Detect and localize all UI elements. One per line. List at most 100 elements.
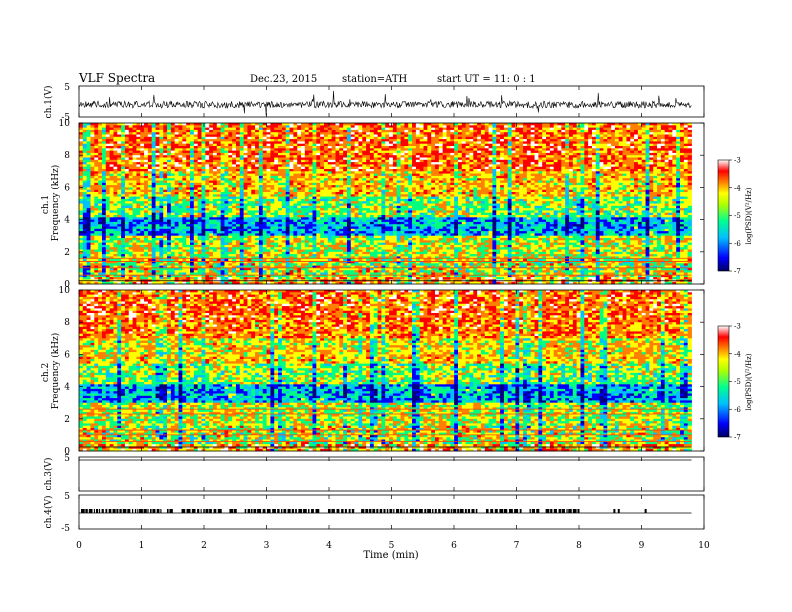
spectrogram-cell: [133, 270, 137, 273]
spectrogram-cell: [156, 169, 160, 172]
spectrogram-cell: [98, 174, 102, 177]
spectrogram-cell: [171, 227, 175, 230]
spectrogram-cell: [125, 139, 129, 142]
spectrogram-cell: [90, 263, 94, 266]
spectrogram-cell: [171, 199, 175, 202]
spectrogram-cell: [129, 215, 133, 218]
spectrogram-cell: [148, 210, 152, 213]
spectrogram-cell: [140, 125, 144, 128]
spectrogram-cell: [171, 185, 175, 188]
spectrogram-cell: [125, 263, 129, 266]
spectrogram-cell: [102, 187, 106, 190]
spectrogram-cell: [87, 231, 91, 234]
spectrogram-cell: [98, 201, 102, 204]
spectrogram-cell: [156, 227, 160, 230]
spectrogram-cell: [144, 162, 148, 165]
spectrogram-cell: [171, 194, 175, 197]
spectrogram-cell: [121, 181, 125, 184]
spectrogram-cell: [87, 171, 91, 174]
spectrogram-cell: [110, 247, 114, 250]
spectrogram-cell: [121, 151, 125, 154]
spectrogram-cell: [90, 185, 94, 188]
spectrogram-cell: [159, 201, 163, 204]
spectrogram-cell: [94, 208, 98, 211]
spectrogram-cell: [102, 256, 106, 259]
spectrogram-cell: [121, 243, 125, 246]
spectrogram-cell: [156, 243, 160, 246]
spectrogram-cell: [129, 123, 133, 126]
spectrogram-cell: [79, 169, 83, 172]
spectrogram-cell: [90, 199, 94, 202]
spectrogram-cell: [144, 123, 148, 126]
spectrogram-cell: [156, 155, 160, 158]
spectrogram-cell: [136, 144, 140, 147]
spectrogram-cell: [83, 210, 87, 213]
spectrogram-cell: [175, 137, 179, 140]
spectrogram-cell: [98, 125, 102, 128]
spectrogram-cell: [121, 227, 125, 230]
spectrogram-cell: [121, 263, 125, 266]
spectrogram-cell: [148, 132, 152, 135]
spectrogram-cell: [117, 176, 121, 179]
spectrogram-cell: [79, 190, 83, 193]
spectrogram-cell: [90, 277, 94, 280]
spectrogram-cell: [133, 206, 137, 209]
spectrogram-cell: [148, 187, 152, 190]
spectrogram-cell: [136, 176, 140, 179]
spectrogram-cell: [117, 155, 121, 158]
spectrogram-cell: [110, 153, 114, 156]
spectrogram-cell: [90, 190, 94, 193]
spectrogram-cell: [102, 229, 106, 232]
spectrogram-cell: [148, 254, 152, 257]
spectrogram-cell: [129, 238, 133, 241]
spectrogram-cell: [102, 174, 106, 177]
spectrogram-cell: [129, 130, 133, 133]
spectrogram-cell: [152, 243, 156, 246]
spectrogram-cell: [102, 206, 106, 209]
spectrogram-cell: [113, 135, 117, 138]
spectrogram-cell: [144, 194, 148, 197]
spectrogram-cell: [140, 240, 144, 243]
spectrogram-cell: [110, 151, 114, 154]
spectrogram-cell: [106, 160, 110, 163]
spectrogram-cell: [121, 123, 125, 126]
spectrogram-cell: [175, 128, 179, 131]
spectrogram-cell: [152, 245, 156, 248]
spectrogram-cell: [140, 153, 144, 156]
spectrogram-cell: [87, 187, 91, 190]
spectrogram-cell: [144, 252, 148, 255]
spectrogram-cell: [117, 254, 121, 257]
spectrogram-cell: [98, 146, 102, 149]
spectrogram-cell: [110, 277, 114, 280]
spectrogram-cell: [113, 231, 117, 234]
spectrogram-cell: [156, 141, 160, 144]
spectrogram-cell: [83, 181, 87, 184]
spectrogram-cell: [90, 252, 94, 255]
header-station: station=ATH: [342, 74, 408, 85]
spectrogram-cell: [125, 256, 129, 259]
spectrogram-cell: [98, 229, 102, 232]
spectrogram-cell: [87, 135, 91, 138]
spectrogram-cell: [133, 167, 137, 170]
spectrogram-cell: [110, 268, 114, 271]
spectrogram-cell: [87, 197, 91, 200]
spectrogram-cell: [156, 236, 160, 239]
spectrogram-cell: [113, 167, 117, 170]
spectrogram-cell: [110, 146, 114, 149]
spectrogram-cell: [117, 178, 121, 181]
spectrogram-cell: [94, 240, 98, 243]
spectrogram-cell: [152, 240, 156, 243]
spectrogram-cell: [133, 130, 137, 133]
spectrogram-cell: [98, 183, 102, 186]
spectrogram-cell: [98, 268, 102, 271]
spectrogram-cell: [90, 171, 94, 174]
spectrogram-cell: [148, 169, 152, 172]
spectrogram-cell: [167, 229, 171, 232]
spectrogram-cell: [102, 176, 106, 179]
spectrogram-cell: [125, 178, 129, 181]
spectrogram-cell: [79, 171, 83, 174]
spectrogram-cell: [148, 240, 152, 243]
spectrogram-cell: [79, 125, 83, 128]
spectrogram-cell: [102, 201, 106, 204]
spectrogram-cell: [125, 125, 129, 128]
